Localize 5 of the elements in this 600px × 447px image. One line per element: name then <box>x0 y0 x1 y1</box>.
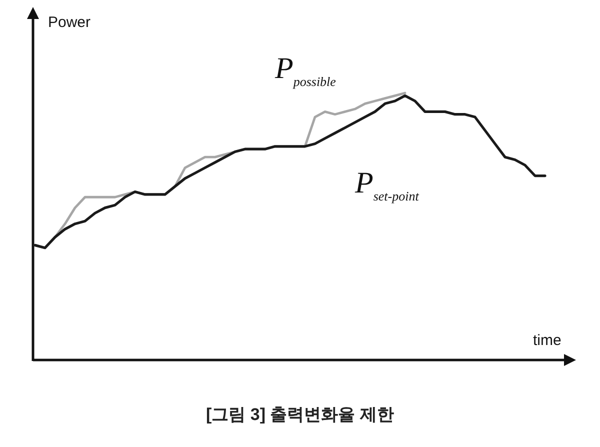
series-label: P$_{set-point}$ <box>354 166 420 203</box>
y-axis-title: Power <box>48 14 91 31</box>
x-axis-title: time <box>533 332 562 349</box>
series-label: P$_{possible}$ <box>274 52 336 88</box>
text: [그림 3] 출력변화율 제한 <box>206 405 394 424</box>
